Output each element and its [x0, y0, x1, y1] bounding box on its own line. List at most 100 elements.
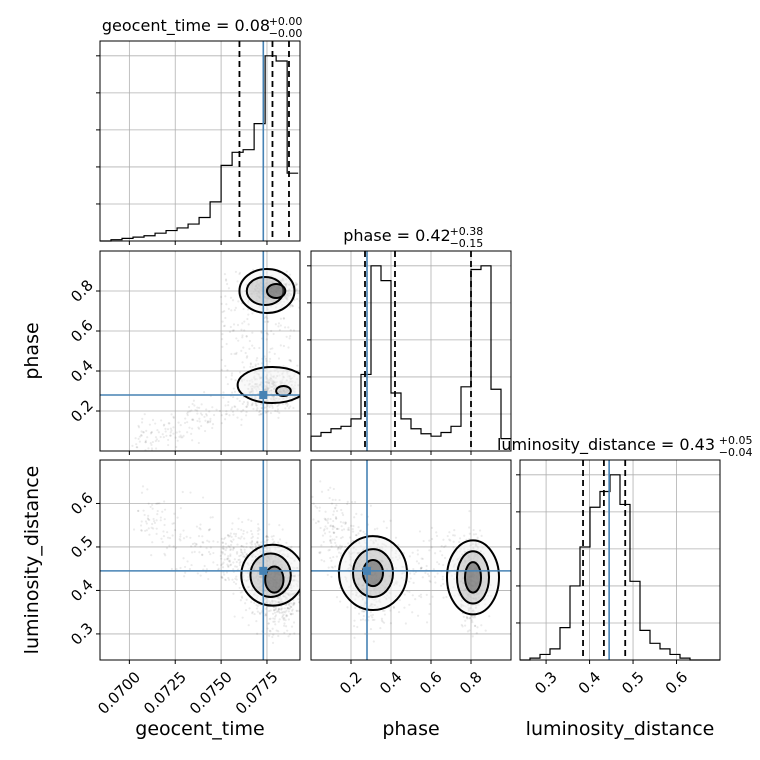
- sample-point: [302, 603, 304, 605]
- sample-point: [274, 606, 277, 609]
- sample-point: [291, 304, 294, 307]
- sample-point: [203, 564, 206, 568]
- sample-point: [167, 438, 170, 442]
- sample-point: [270, 329, 273, 333]
- sample-point: [268, 634, 271, 637]
- sample-point: [225, 342, 228, 346]
- sample-point: [283, 624, 286, 627]
- sample-point: [257, 362, 260, 366]
- sample-point: [224, 376, 228, 379]
- sample-point: [372, 640, 375, 643]
- sample-point: [162, 530, 165, 533]
- sample-point: [255, 404, 258, 407]
- sample-point: [148, 533, 151, 536]
- sample-point: [484, 629, 487, 632]
- sample-point: [191, 402, 194, 406]
- sample-point: [227, 578, 231, 581]
- sample-point: [178, 430, 181, 433]
- phase-title-sup: +0.38: [450, 225, 484, 238]
- sample-point: [137, 509, 140, 512]
- sample-point: [233, 390, 237, 393]
- sample-point: [389, 622, 393, 625]
- sample-point: [271, 347, 274, 350]
- sample-point: [290, 609, 294, 612]
- sample-point: [335, 555, 338, 558]
- sample-point: [201, 553, 204, 556]
- sample-point: [254, 542, 257, 546]
- sample-point: [199, 528, 202, 531]
- sample-point: [347, 526, 350, 529]
- sample-point: [208, 528, 211, 531]
- sample-point: [389, 519, 392, 522]
- sample-point: [324, 510, 327, 513]
- sample-point: [256, 605, 259, 608]
- density-contour: [464, 561, 482, 594]
- sample-point: [238, 272, 241, 276]
- sample-point: [383, 613, 387, 616]
- sample-point: [194, 544, 197, 548]
- frames-layer: [96, 40, 721, 664]
- sample-point: [196, 406, 199, 409]
- density-contour: [275, 385, 292, 397]
- sample-point: [167, 422, 170, 425]
- sample-point: [284, 326, 287, 329]
- sample-point: [273, 611, 277, 614]
- x-tick-label: 0.0775: [232, 668, 282, 718]
- sample-point: [441, 575, 444, 578]
- sample-point: [190, 563, 193, 567]
- sample-point: [183, 565, 187, 569]
- sample-point: [151, 522, 154, 526]
- sample-point: [339, 537, 343, 540]
- sample-point: [260, 406, 263, 410]
- sample-point: [326, 519, 329, 522]
- sample-point: [266, 404, 269, 408]
- sample-point: [131, 444, 134, 447]
- sample-point: [327, 488, 330, 492]
- y-tick-label: 0.6: [67, 316, 97, 346]
- sample-point: [230, 535, 233, 538]
- sample-point: [238, 554, 241, 558]
- sample-point: [226, 557, 229, 560]
- sample-point: [359, 529, 362, 532]
- sample-point: [231, 391, 234, 394]
- sample-point: [224, 278, 228, 281]
- sample-point: [265, 535, 268, 538]
- sample-point: [406, 590, 409, 593]
- sample-point: [416, 614, 420, 617]
- sample-point: [162, 424, 165, 427]
- sample-point: [448, 531, 451, 534]
- sample-point: [243, 551, 246, 554]
- sample-point: [220, 414, 223, 417]
- sample-point: [269, 347, 272, 351]
- sample-point: [352, 524, 355, 528]
- sample-point: [260, 330, 263, 333]
- sample-point: [229, 564, 232, 567]
- sample-point: [258, 611, 261, 614]
- sample-point: [434, 581, 437, 584]
- sample-point: [342, 521, 345, 524]
- sample-point: [452, 534, 455, 537]
- sample-point: [341, 511, 344, 515]
- sample-point: [265, 410, 268, 413]
- sample-point: [142, 509, 145, 512]
- sample-point: [291, 603, 295, 607]
- sample-point: [241, 596, 244, 600]
- sample-point: [234, 405, 237, 408]
- sample-point: [181, 490, 184, 494]
- sample-point: [223, 310, 226, 313]
- sample-point: [425, 621, 429, 624]
- sample-point: [239, 548, 242, 551]
- sample-point: [466, 617, 469, 620]
- sample-point: [151, 503, 154, 506]
- sample-point: [208, 420, 212, 424]
- sample-point: [166, 531, 169, 534]
- sample-point: [227, 544, 230, 547]
- sample-point: [333, 538, 336, 541]
- sample-point: [251, 547, 254, 551]
- sample-point: [435, 531, 438, 534]
- sample-point: [373, 528, 377, 531]
- sample-point: [331, 498, 334, 501]
- sample-point: [150, 431, 153, 434]
- sample-point: [242, 545, 245, 548]
- sample-point: [355, 512, 358, 515]
